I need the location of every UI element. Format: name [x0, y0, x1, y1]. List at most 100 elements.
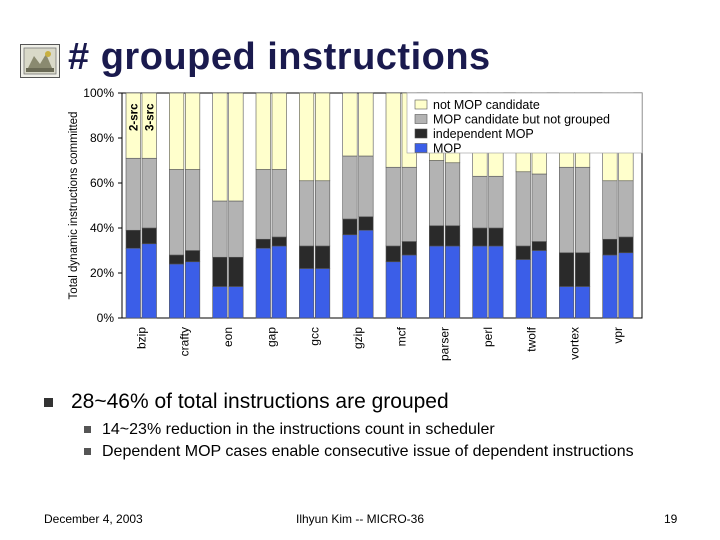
bar-segment: [342, 218, 358, 236]
bar-segment: [515, 259, 531, 319]
bar-segment: [488, 175, 504, 229]
bar-segment: [255, 169, 271, 240]
bar-segment: [299, 268, 315, 319]
y-tick-label: 20%: [90, 266, 114, 280]
bar-segment: [401, 254, 417, 319]
bar-segment: [141, 227, 157, 245]
bar-segment: [575, 252, 591, 287]
x-tick-label: parser: [438, 327, 452, 361]
legend-label: not MOP candidate: [433, 98, 540, 112]
bar-segment: [228, 92, 244, 202]
legend-label: independent MOP: [433, 127, 534, 141]
footer-author: Ilhyun Kim -- MICRO-36: [296, 512, 425, 526]
sub-bullet-text: 14~23% reduction in the instructions cou…: [102, 421, 495, 438]
sub-bullet-text: Dependent MOP cases enable consecutive i…: [102, 443, 634, 460]
bar-segment: [429, 245, 445, 319]
bar-segment: [255, 92, 271, 170]
bar-segment: [559, 252, 575, 287]
bar-segment: [559, 166, 575, 254]
bar-segment: [531, 173, 547, 242]
slide-title: # grouped instructions: [68, 36, 491, 78]
bar-segment: [271, 245, 287, 319]
bar-segment: [228, 256, 244, 287]
bar-segment: [212, 256, 228, 287]
y-tick-label: 40%: [90, 221, 114, 235]
bar-segment: [488, 245, 504, 319]
y-axis-label: Total dynamic instructions committed: [68, 112, 80, 300]
bar-segment: [141, 157, 157, 229]
bar-segment: [531, 241, 547, 251]
x-tick-label: mcf: [394, 326, 408, 346]
bar-variant-label: 3-src: [144, 103, 156, 131]
legend-label: MOP: [433, 142, 461, 156]
bar-segment: [125, 247, 141, 319]
bar-segment: [299, 92, 315, 182]
bar-segment: [618, 180, 634, 238]
square-bullet-icon: [84, 426, 91, 433]
bar-segment: [472, 245, 488, 319]
slide-number: 19: [664, 512, 678, 526]
bar-segment: [299, 245, 315, 269]
bar-segment: [185, 250, 201, 263]
legend-box: [406, 92, 643, 154]
bar-segment: [342, 92, 358, 157]
x-tick-label: bzip: [134, 327, 148, 349]
bar-segment: [429, 225, 445, 247]
bar-segment: [515, 171, 531, 247]
main-bullet-text: 28~46% of total instructions are grouped: [71, 390, 449, 413]
bar-segment: [429, 160, 445, 227]
bar-segment: [271, 169, 287, 238]
x-tick-label: perl: [481, 327, 495, 347]
bar-segment: [575, 286, 591, 319]
bar-segment: [472, 175, 488, 229]
bar-segment: [445, 245, 461, 319]
footer-date: December 4, 2003: [44, 512, 143, 526]
bar-segment: [255, 247, 271, 319]
bar-segment: [212, 200, 228, 258]
bar-segment: [169, 254, 185, 265]
bar-segment: [618, 236, 634, 254]
bar-segment: [602, 238, 618, 256]
bar-segment: [212, 92, 228, 202]
y-tick-label: 0%: [97, 311, 115, 325]
bar-segment: [212, 286, 228, 319]
x-tick-label: vpr: [611, 327, 625, 344]
bar-segment: [169, 263, 185, 319]
x-tick-label: twolf: [524, 326, 538, 351]
bar-segment: [358, 216, 374, 231]
bar-segment: [299, 180, 315, 247]
x-tick-label: vortex: [568, 327, 582, 360]
bar-segment: [125, 92, 141, 159]
bar-segment: [141, 243, 157, 319]
bar-segment: [169, 92, 185, 170]
university-logo-icon: [20, 44, 60, 78]
legend-label: MOP candidate but not grouped: [433, 113, 610, 127]
bar-segment: [169, 169, 185, 256]
legend-swatch: [414, 128, 428, 139]
bar-segment: [401, 166, 417, 242]
legend-swatch: [414, 99, 428, 110]
bar-segment: [488, 227, 504, 247]
bar-segment: [315, 180, 331, 247]
y-tick-label: 100%: [83, 86, 114, 100]
square-bullet-icon: [84, 448, 91, 455]
bar-segment: [445, 225, 461, 247]
bar-segment: [385, 261, 401, 319]
bar-segment: [185, 261, 201, 319]
bar-segment: [271, 92, 287, 170]
bar-segment: [141, 92, 157, 159]
bar-segment: [228, 286, 244, 319]
square-bullet-icon: [44, 398, 53, 407]
y-tick-label: 60%: [90, 176, 114, 190]
bar-segment: [315, 268, 331, 319]
bar-segment: [358, 92, 374, 157]
bar-segment: [531, 250, 547, 319]
bar-segment: [315, 245, 331, 269]
x-tick-label: eon: [221, 327, 235, 347]
x-tick-label: gzip: [351, 327, 365, 349]
bar-segment: [401, 241, 417, 256]
bar-segment: [445, 162, 461, 227]
bar-variant-label: 2-src: [128, 103, 140, 131]
bar-segment: [358, 229, 374, 319]
x-tick-label: gcc: [308, 327, 322, 346]
